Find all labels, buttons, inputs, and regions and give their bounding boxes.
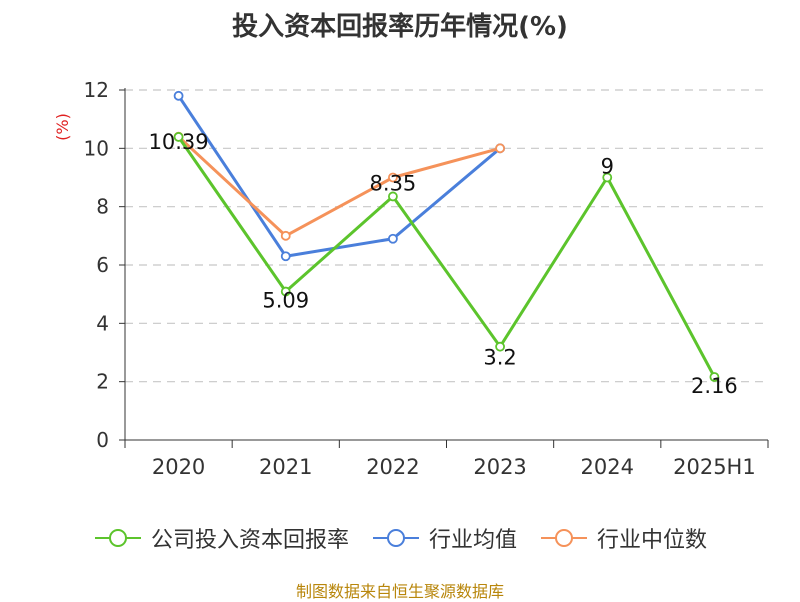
x-tick-label: 2020 bbox=[152, 455, 205, 479]
source-footer: 制图数据来自恒生聚源数据库 bbox=[295, 582, 504, 601]
data-point bbox=[709, 372, 720, 382]
legend-label-company: 公司投入资本回报率 bbox=[150, 528, 349, 553]
x-tick-label: 2023 bbox=[473, 455, 526, 479]
data-point bbox=[495, 143, 505, 154]
chart-title: 投入资本回报率历年情况(%) bbox=[232, 12, 568, 42]
y-tick-label: 10 bbox=[84, 136, 109, 160]
x-tick-label: 2025H1 bbox=[673, 455, 756, 479]
line-chart: 0 2 4 6 8 10 12 (%) 2020 2021 2022 2023 2024 2025H1 10… bbox=[53, 78, 769, 479]
y-axis-label: (%) bbox=[53, 113, 72, 141]
data-point bbox=[280, 286, 291, 297]
y-tick-label: 0 bbox=[96, 428, 109, 452]
data-point bbox=[280, 251, 291, 262]
x-tick-label: 2021 bbox=[259, 455, 312, 479]
x-tick-label: 2024 bbox=[581, 455, 634, 479]
data-label: 3.2 bbox=[483, 346, 516, 370]
series-line bbox=[177, 136, 716, 378]
data-point bbox=[388, 172, 398, 183]
legend-item-industry-mean[interactable]: 行业均值 bbox=[371, 522, 517, 554]
y-tick-label: 6 bbox=[96, 253, 109, 277]
legend-label-industry-median: 行业中位数 bbox=[597, 528, 708, 553]
legend-marker-industry-median bbox=[541, 529, 587, 547]
legend-item-company[interactable]: 公司投入资本回报率 bbox=[93, 522, 349, 554]
x-tick-label: 2022 bbox=[366, 455, 419, 479]
data-point bbox=[388, 233, 398, 244]
data-point bbox=[602, 172, 613, 183]
data-point bbox=[173, 90, 184, 101]
data-label: 2.16 bbox=[691, 374, 738, 398]
data-label: 8.35 bbox=[370, 171, 417, 195]
data-point bbox=[388, 191, 398, 202]
legend-label-industry-mean: 行业均值 bbox=[428, 528, 517, 553]
y-tick-label: 12 bbox=[84, 78, 109, 102]
data-point bbox=[280, 230, 291, 241]
series-0 bbox=[173, 132, 720, 382]
legend-marker-company bbox=[94, 529, 141, 547]
data-point bbox=[495, 341, 505, 352]
y-tick-label: 8 bbox=[96, 195, 109, 219]
data-label: 10.39 bbox=[149, 130, 209, 154]
legend-marker-industry-mean bbox=[372, 529, 419, 547]
legend: 公司投入资本回报率 行业均值 行业中位数 bbox=[0, 518, 800, 558]
data-point bbox=[173, 132, 184, 142]
series-line bbox=[177, 95, 502, 258]
y-tick-label: 2 bbox=[96, 370, 109, 394]
series-1 bbox=[173, 90, 505, 262]
data-label: 9 bbox=[601, 155, 614, 179]
series-line bbox=[177, 135, 501, 238]
legend-item-industry-median[interactable]: 行业中位数 bbox=[539, 522, 707, 554]
y-tick-label: 4 bbox=[96, 311, 109, 335]
data-label: 5.09 bbox=[262, 289, 309, 313]
